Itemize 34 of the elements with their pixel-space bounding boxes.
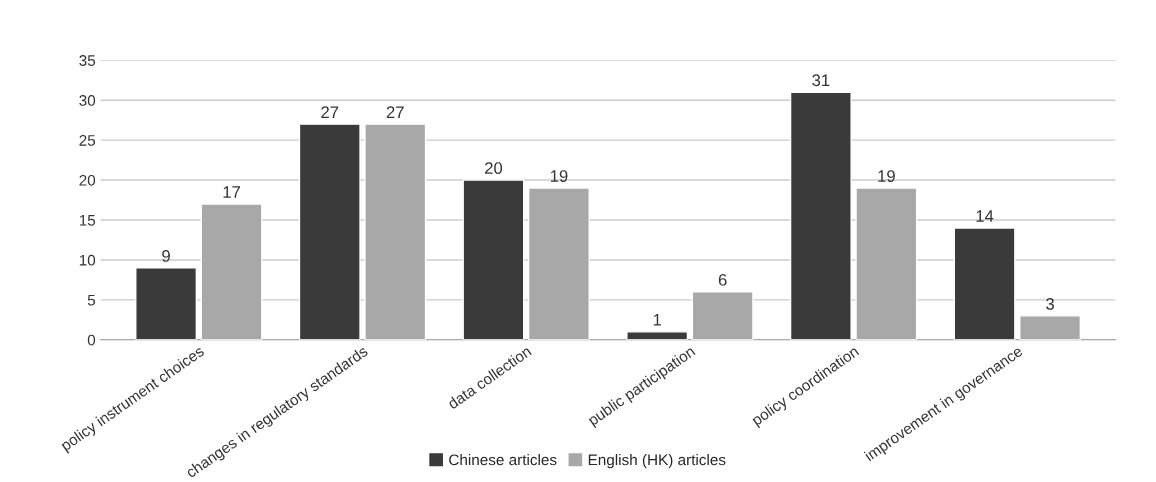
y-tick-label: 10 bbox=[79, 254, 96, 266]
data-label: 27 bbox=[386, 106, 404, 118]
bar bbox=[298, 123, 361, 340]
bar bbox=[789, 91, 852, 340]
bar bbox=[1019, 315, 1082, 340]
y-tick-label: 20 bbox=[79, 174, 96, 186]
data-label: 1 bbox=[653, 314, 661, 326]
data-label: 9 bbox=[162, 250, 170, 262]
bar bbox=[200, 203, 263, 340]
data-label: 27 bbox=[321, 106, 339, 118]
data-label: 19 bbox=[878, 170, 895, 182]
y-tick-label: 25 bbox=[79, 134, 96, 146]
data-label: 14 bbox=[976, 210, 994, 222]
bar bbox=[626, 331, 689, 340]
y-tick-label: 15 bbox=[79, 215, 96, 226]
data-label: 17 bbox=[223, 186, 240, 198]
legend-label: English (HK) articles bbox=[588, 454, 726, 469]
bar bbox=[135, 267, 198, 340]
y-tick-label: 30 bbox=[79, 95, 96, 106]
y-tick-label: 5 bbox=[87, 294, 96, 306]
data-label: 3 bbox=[1046, 297, 1054, 310]
bar bbox=[691, 291, 754, 340]
legend-label: Chinese articles bbox=[449, 454, 557, 466]
data-label: 20 bbox=[485, 162, 503, 174]
y-tick-label: 35 bbox=[79, 55, 96, 66]
bar bbox=[364, 123, 427, 340]
data-label: 19 bbox=[550, 170, 568, 182]
data-label: 31 bbox=[812, 74, 830, 87]
bar bbox=[855, 187, 918, 340]
bar bbox=[953, 227, 1016, 340]
bar bbox=[527, 187, 590, 340]
y-tick-label: 0 bbox=[87, 334, 96, 346]
bar bbox=[462, 179, 525, 340]
data-label: 6 bbox=[718, 274, 727, 286]
